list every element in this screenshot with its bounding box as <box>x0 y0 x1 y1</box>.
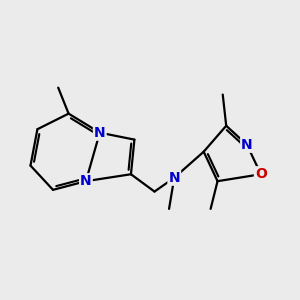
Text: N: N <box>80 174 92 188</box>
Text: N: N <box>241 138 253 152</box>
Text: N: N <box>94 126 106 140</box>
Text: N: N <box>168 171 180 185</box>
Text: O: O <box>255 167 267 181</box>
